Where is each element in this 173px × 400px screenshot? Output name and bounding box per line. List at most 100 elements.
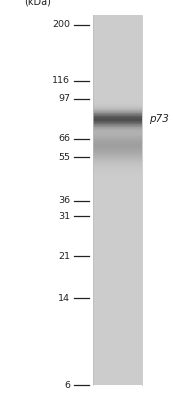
Bar [93,147,142,148]
Bar [93,346,142,347]
Bar [93,371,142,372]
Bar [93,357,142,358]
Bar [93,318,142,319]
Bar [93,83,142,84]
Bar [93,58,142,59]
Bar [93,64,142,65]
Bar [93,304,142,305]
Bar [93,302,142,303]
Bar [93,192,142,193]
Bar [93,110,142,111]
Bar [93,156,142,157]
Bar [93,130,142,131]
Bar [93,300,142,301]
Bar [93,75,142,76]
Bar [93,376,142,377]
Bar [93,301,142,302]
Bar [93,277,142,278]
Bar [93,306,142,307]
Bar [93,221,142,222]
Bar [93,328,142,329]
Bar [93,287,142,288]
Bar [93,332,142,333]
Bar [93,223,142,224]
Bar [93,297,142,298]
Bar [93,203,142,204]
Bar [93,115,142,116]
Bar [93,22,142,23]
Bar [93,122,142,123]
Text: 97: 97 [58,94,70,104]
Bar [93,259,142,260]
Bar [93,276,142,277]
Text: 66: 66 [58,134,70,143]
Bar [93,340,142,341]
Bar [93,179,142,180]
Bar [93,316,142,317]
Bar [93,159,142,160]
Bar [93,97,142,98]
Bar [93,142,142,143]
Bar [93,180,142,181]
Bar [93,260,142,261]
Bar [93,135,142,136]
Bar [93,289,142,290]
Bar [93,200,142,201]
Bar [93,27,142,28]
Bar [93,381,142,382]
Bar [93,62,142,63]
Bar [93,149,142,150]
Bar [93,252,142,253]
Bar [93,207,142,208]
Bar [93,150,142,151]
Bar [93,220,142,221]
Bar [93,204,142,205]
Bar [93,270,142,271]
Bar [93,361,142,362]
Bar [93,96,142,97]
Bar [93,117,142,118]
Bar [93,379,142,380]
Bar [93,36,142,37]
Bar [93,126,142,127]
Bar [93,372,142,373]
Bar [93,30,142,31]
Bar [93,269,142,270]
Bar [93,108,142,109]
Bar [93,299,142,300]
Bar [93,20,142,21]
Bar [93,68,142,69]
Bar [93,56,142,57]
Bar [93,53,142,54]
Bar [93,326,142,327]
Bar [93,59,142,60]
Bar [93,55,142,56]
Bar [93,173,142,174]
Bar [93,109,142,110]
Bar [93,219,142,220]
Bar [93,313,142,314]
Bar [93,234,142,235]
Bar [93,334,142,335]
Bar [93,213,142,214]
Bar [93,128,142,129]
Bar [93,218,142,219]
Bar [93,295,142,296]
Text: 36: 36 [58,196,70,205]
Bar [93,50,142,51]
Bar [93,39,142,40]
Bar [93,324,142,325]
Bar [93,331,142,332]
Bar [93,321,142,322]
Bar [93,23,142,24]
Bar [93,226,142,227]
Bar [93,15,142,16]
Bar [93,310,142,311]
Text: (kDa): (kDa) [25,0,52,7]
Bar [93,330,142,331]
Bar [93,242,142,243]
Bar [93,202,142,203]
Bar [93,247,142,248]
Bar [93,33,142,34]
Bar [93,209,142,210]
